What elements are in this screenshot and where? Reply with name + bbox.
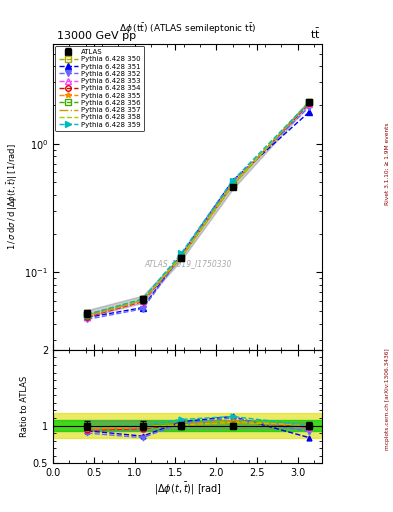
Line: Pythia 6.428 352: Pythia 6.428 352 (84, 104, 312, 322)
Line: Pythia 6.428 354: Pythia 6.428 354 (84, 100, 312, 319)
Pythia 6.428 350 (85, 312, 90, 318)
Line: Pythia 6.428 351: Pythia 6.428 351 (84, 109, 312, 321)
Pythia 6.428 354 (85, 314, 90, 320)
Pythia 6.428 358 (179, 254, 184, 260)
X-axis label: $|\Delta\phi(t,\bar{t})|$ [rad]: $|\Delta\phi(t,\bar{t})|$ [rad] (154, 481, 222, 497)
Pythia 6.428 354 (230, 181, 235, 187)
Pythia 6.428 353 (307, 101, 312, 107)
Pythia 6.428 352 (307, 104, 312, 110)
Text: mcplots.cern.ch [arXiv:1306.3436]: mcplots.cern.ch [arXiv:1306.3436] (385, 349, 389, 450)
Pythia 6.428 357 (85, 312, 90, 318)
Pythia 6.428 357 (307, 99, 312, 105)
Pythia 6.428 357 (230, 182, 235, 188)
Line: Pythia 6.428 355: Pythia 6.428 355 (84, 99, 312, 319)
Text: $\Delta\phi\,(\mathrm{t\bar{t}})$ (ATLAS semileptonic $\mathrm{t\bar{t}}$): $\Delta\phi\,(\mathrm{t\bar{t}})$ (ATLAS… (119, 21, 256, 36)
Pythia 6.428 350 (140, 297, 145, 303)
Pythia 6.428 352 (179, 253, 184, 259)
Line: Pythia 6.428 353: Pythia 6.428 353 (84, 101, 312, 319)
Pythia 6.428 351 (230, 178, 235, 184)
Pythia 6.428 353 (179, 253, 184, 260)
Pythia 6.428 359 (140, 296, 145, 302)
Pythia 6.428 351 (307, 109, 312, 115)
Pythia 6.428 353 (230, 181, 235, 187)
Pythia 6.428 359 (179, 250, 184, 257)
Line: Pythia 6.428 359: Pythia 6.428 359 (84, 99, 312, 317)
Pythia 6.428 359 (230, 178, 235, 184)
Pythia 6.428 359 (307, 99, 312, 105)
Line: Pythia 6.428 356: Pythia 6.428 356 (84, 99, 312, 317)
Pythia 6.428 352 (85, 316, 90, 323)
Pythia 6.428 358 (307, 99, 312, 105)
Text: $\mathrm{t\bar{t}}$: $\mathrm{t\bar{t}}$ (310, 27, 320, 41)
Pythia 6.428 356 (140, 296, 145, 302)
Pythia 6.428 355 (230, 181, 235, 187)
Pythia 6.428 354 (307, 100, 312, 106)
Pythia 6.428 351 (179, 252, 184, 258)
Pythia 6.428 351 (85, 314, 90, 321)
Pythia 6.428 356 (230, 182, 235, 188)
Pythia 6.428 359 (85, 311, 90, 317)
Pythia 6.428 354 (179, 254, 184, 260)
Text: ATLAS_2019_I1750330: ATLAS_2019_I1750330 (144, 260, 231, 269)
Pythia 6.428 356 (85, 311, 90, 317)
Pythia 6.428 358 (140, 296, 145, 303)
Pythia 6.428 356 (307, 99, 312, 105)
Pythia 6.428 352 (140, 306, 145, 312)
Y-axis label: $1\,/\,\sigma\,\mathrm{d}\sigma\,/\,\mathrm{d}\,|\Delta\phi(t,\bar{t})|\;\mathrm: $1\,/\,\sigma\,\mathrm{d}\sigma\,/\,\mat… (6, 143, 20, 250)
Pythia 6.428 358 (85, 311, 90, 317)
Pythia 6.428 350 (307, 99, 312, 105)
Line: Pythia 6.428 357: Pythia 6.428 357 (87, 102, 309, 315)
Pythia 6.428 355 (179, 253, 184, 260)
Text: 13000 GeV pp: 13000 GeV pp (57, 31, 136, 41)
Pythia 6.428 350 (179, 254, 184, 261)
Pythia 6.428 354 (140, 298, 145, 305)
Pythia 6.428 358 (230, 182, 235, 188)
Pythia 6.428 353 (85, 314, 90, 320)
Pythia 6.428 355 (140, 298, 145, 304)
Pythia 6.428 352 (230, 179, 235, 185)
Y-axis label: Ratio to ATLAS: Ratio to ATLAS (20, 376, 29, 437)
Pythia 6.428 351 (140, 305, 145, 311)
Pythia 6.428 353 (140, 298, 145, 305)
Pythia 6.428 355 (85, 313, 90, 319)
Line: Pythia 6.428 350: Pythia 6.428 350 (84, 99, 312, 318)
Pythia 6.428 357 (140, 297, 145, 303)
Pythia 6.428 350 (230, 182, 235, 188)
Pythia 6.428 356 (179, 253, 184, 260)
Text: Rivet 3.1.10; ≥ 1.9M events: Rivet 3.1.10; ≥ 1.9M events (385, 122, 389, 205)
Legend: ATLAS, Pythia 6.428 350, Pythia 6.428 351, Pythia 6.428 352, Pythia 6.428 353, P: ATLAS, Pythia 6.428 350, Pythia 6.428 35… (55, 46, 144, 131)
Line: Pythia 6.428 358: Pythia 6.428 358 (87, 102, 309, 314)
Pythia 6.428 357 (179, 254, 184, 260)
Pythia 6.428 355 (307, 99, 312, 105)
